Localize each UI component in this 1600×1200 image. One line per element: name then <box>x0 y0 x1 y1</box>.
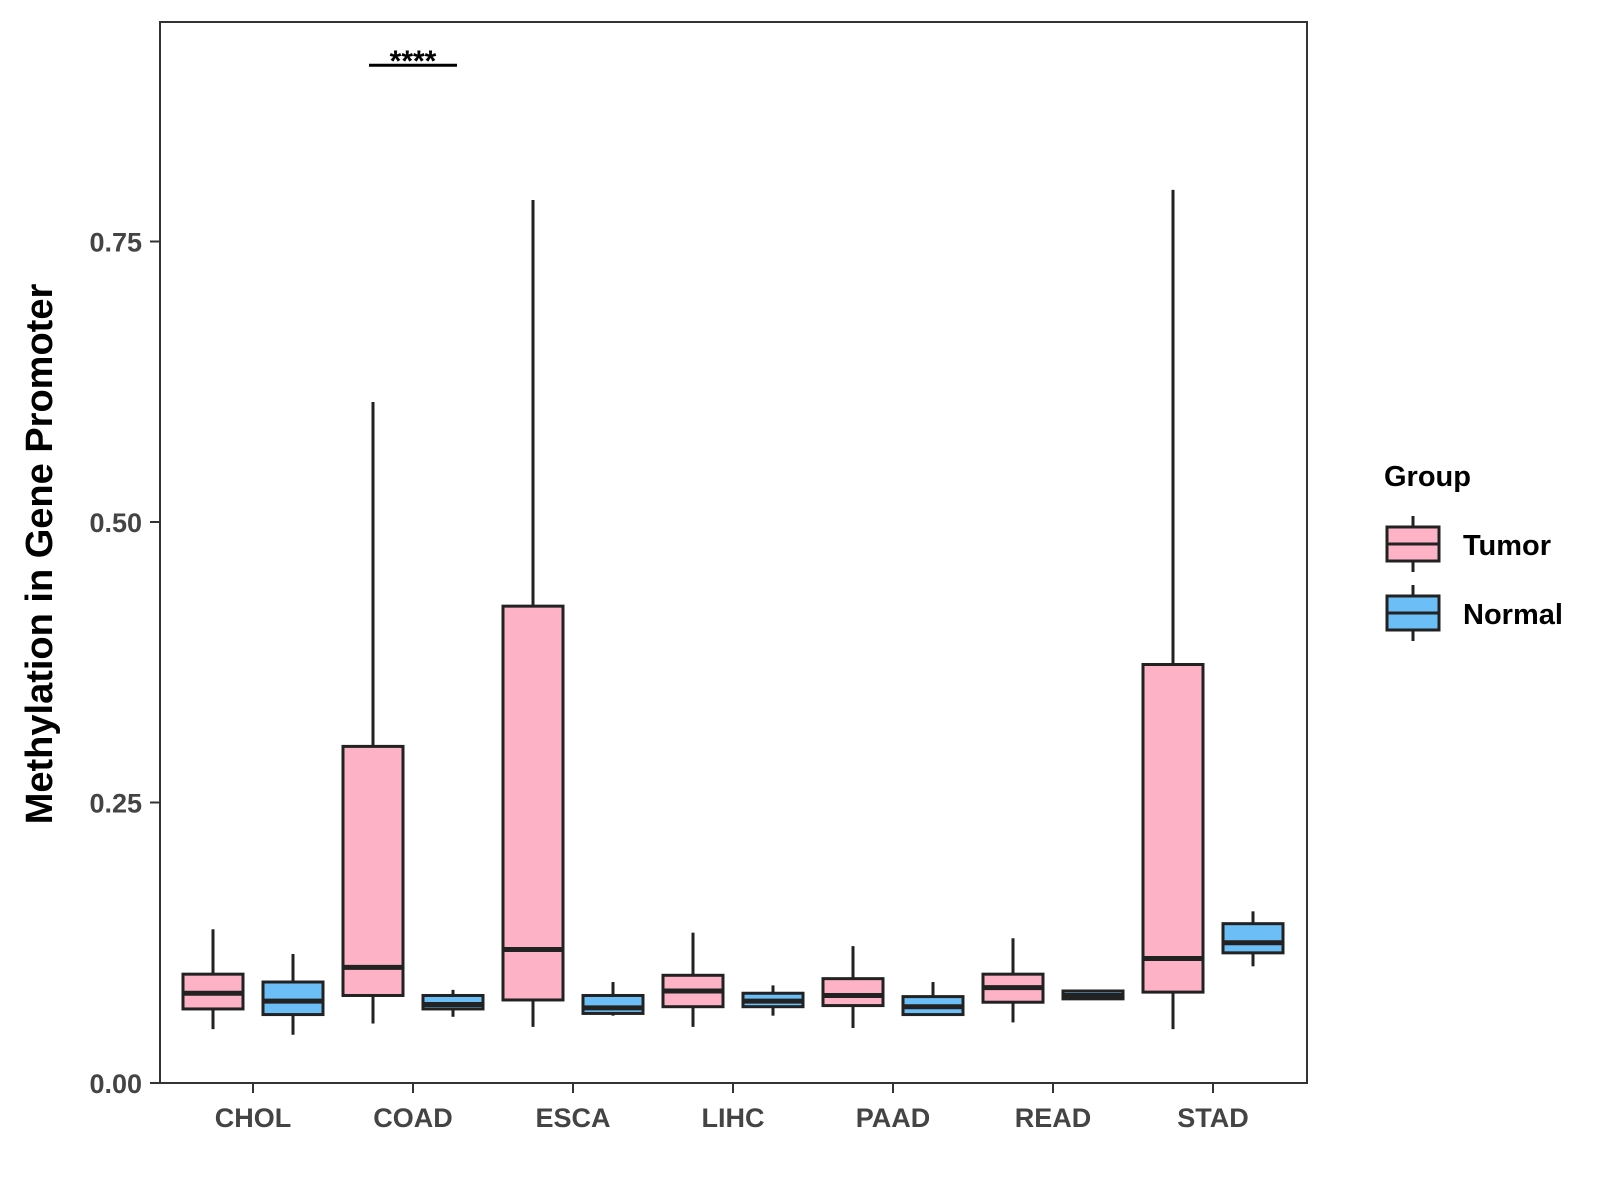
box-tumor-paad <box>821 946 885 1029</box>
x-tick-label: PAAD <box>856 1103 931 1133</box>
x-tick-label: STAD <box>1177 1103 1249 1133</box>
box-normal-lihc <box>741 985 805 1016</box>
box-tumor-stad <box>1141 189 1205 1030</box>
box-body <box>341 744 405 997</box>
y-axis-title: Methylation in Gene Promoter <box>19 284 61 825</box>
x-tick-label: COAD <box>373 1103 453 1133</box>
x-tick-label: ESCA <box>535 1103 610 1133</box>
box-tumor-lihc <box>661 932 725 1027</box>
panel-border <box>159 21 1308 1084</box>
y-tick-label: 0.25 <box>89 789 142 819</box>
y-tick-label: 0.75 <box>89 228 142 258</box>
x-tick-label: READ <box>1015 1103 1092 1133</box>
legend-title: Group <box>1384 461 1471 493</box>
box-body <box>501 604 565 1002</box>
legend: Group Tumor Normal <box>1384 461 1563 641</box>
series-tumor <box>181 189 1205 1030</box>
box-normal-coad <box>421 989 485 1017</box>
box-body <box>821 977 885 1008</box>
x-tick-label: LIHC <box>702 1103 765 1133</box>
legend-item-normal: Normal <box>1385 585 1563 641</box>
box-normal-stad <box>1221 911 1285 967</box>
box-tumor-read <box>981 938 1045 1023</box>
box-body <box>261 980 325 1017</box>
series-normal <box>261 911 1285 1035</box>
y-tick-label: 0.50 <box>89 508 142 538</box>
legend-label: Normal <box>1463 599 1563 631</box>
box-tumor-coad <box>341 401 405 1024</box>
box-tumor-chol <box>181 929 245 1030</box>
box-tumor-esca <box>501 199 565 1027</box>
significance-annotation: **** <box>369 45 457 78</box>
box-body <box>581 993 645 1015</box>
box-normal-paad <box>901 982 965 1017</box>
box-body <box>1221 922 1285 955</box>
x-tick-label: CHOL <box>215 1103 292 1133</box>
plot-area: **** <box>181 45 1285 1035</box>
legend-item-tumor: Tumor <box>1385 516 1551 572</box>
legend-label: Tumor <box>1463 530 1551 562</box>
box-normal-chol <box>261 953 325 1035</box>
box-normal-esca <box>581 982 645 1016</box>
significance-label: **** <box>390 45 437 78</box>
box-normal-read <box>1061 989 1125 1001</box>
box-body <box>1141 662 1205 994</box>
axes: 0.00 0.25 0.50 0.75 CHOL COAD ESCA LIHC PAAD READ… <box>89 21 1308 1133</box>
y-tick-label: 0.00 <box>89 1069 142 1099</box>
